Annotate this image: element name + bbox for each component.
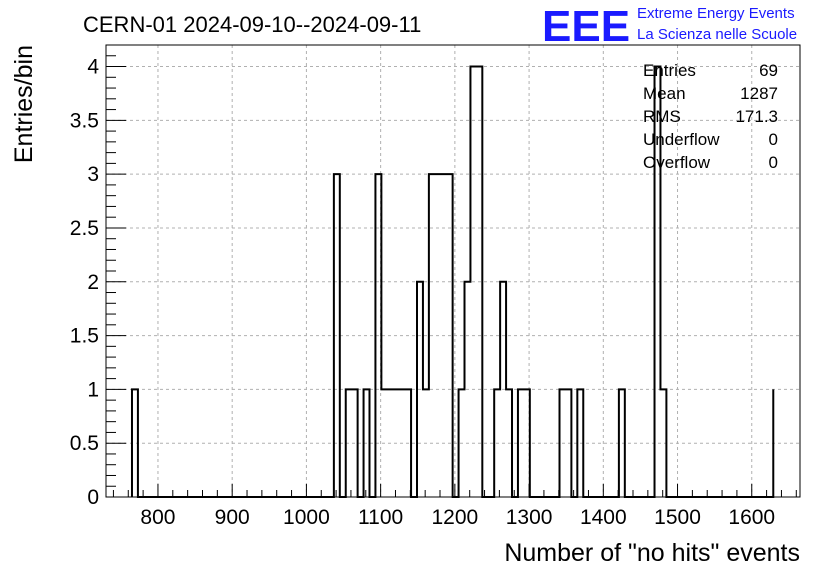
eee-logo: EEE Extreme Energy Events La Scienza nel… (542, 2, 797, 51)
y-tick-label: 3 (87, 163, 99, 186)
stats-box: Entries 69 Mean 1287 RMS 171.3 Underflow… (643, 61, 778, 172)
histogram-bin (364, 389, 370, 497)
y-tick-label: 2 (87, 271, 99, 294)
axis-ticks (106, 55, 797, 498)
logo-line-2: La Scienza nelle Scuole (637, 26, 797, 43)
stat-label-overflow: Overflow (643, 153, 711, 172)
y-tick-label: 4 (87, 56, 99, 79)
histogram-bin (381, 389, 387, 497)
x-tick-label: 1100 (358, 506, 403, 529)
histogram-bin (465, 282, 471, 497)
logo-mark: EEE (542, 2, 630, 51)
histogram-bin (387, 389, 393, 497)
histogram-bin (132, 389, 138, 497)
histogram-bin (375, 174, 381, 497)
chart-title: CERN-01 2024-09-10--2024-09-11 (83, 12, 421, 37)
tick-labels: 800 900 1000 1100 1200 1300 1400 1500 1600 0 0.5 1 1… (70, 56, 775, 529)
histogram-bin (655, 67, 661, 497)
histogram-bin (334, 174, 340, 497)
histogram-bin (660, 389, 666, 497)
histogram-bin (435, 174, 441, 497)
histogram-bin (393, 389, 399, 497)
x-tick-label: 900 (215, 506, 250, 529)
stat-value-entries: 69 (759, 61, 778, 80)
histogram-bin (565, 389, 571, 497)
stat-label-underflow: Underflow (643, 130, 720, 149)
grid-lines (106, 45, 800, 497)
histogram-bin (429, 174, 435, 497)
histogram-bin (560, 389, 566, 497)
histogram-bin (470, 67, 476, 497)
stat-value-rms: 171.3 (735, 107, 778, 126)
x-tick-label: 1000 (283, 506, 330, 529)
y-tick-label: 2.5 (70, 217, 99, 240)
stat-label-rms: RMS (643, 107, 681, 126)
histogram-bin (441, 174, 447, 497)
histogram-bin (423, 389, 429, 497)
histogram-bin (500, 282, 506, 497)
histogram-bin (619, 389, 625, 497)
x-tick-label: 1300 (506, 506, 553, 529)
logo-line-1: Extreme Energy Events (637, 5, 795, 22)
y-tick-label: 0.5 (70, 432, 99, 455)
x-tick-label: 1500 (654, 506, 701, 529)
histogram-bin (399, 389, 405, 497)
x-tick-label: 800 (140, 506, 175, 529)
stat-value-underflow: 0 (769, 130, 778, 149)
histogram-bin (506, 389, 512, 497)
y-tick-label: 1.5 (70, 325, 99, 348)
histogram-bin (476, 67, 482, 497)
stat-value-mean: 1287 (740, 84, 778, 103)
histogram-bin (577, 389, 583, 497)
stat-value-overflow: 0 (769, 153, 778, 172)
y-tick-label: 3.5 (70, 109, 99, 132)
histogram-bin (518, 389, 524, 497)
x-tick-label: 1400 (580, 506, 627, 529)
histogram-bin (524, 389, 530, 497)
histogram-bin (417, 282, 423, 497)
histogram-bin (459, 389, 465, 497)
x-tick-label: 1200 (431, 506, 478, 529)
x-axis-title: Number of "no hits" events (504, 539, 800, 567)
histogram-bin (447, 174, 453, 497)
histogram-bin (494, 389, 500, 497)
y-axis-title: Entries/bin (10, 45, 38, 163)
x-tick-label: 1600 (728, 506, 775, 529)
y-tick-label: 0 (87, 486, 99, 509)
histogram-bin (346, 389, 352, 497)
stat-label-entries: Entries (643, 61, 696, 80)
histogram-bin (352, 389, 358, 497)
histogram-bin (405, 389, 411, 497)
y-tick-label: 1 (87, 378, 99, 401)
stat-label-mean: Mean (643, 84, 686, 103)
